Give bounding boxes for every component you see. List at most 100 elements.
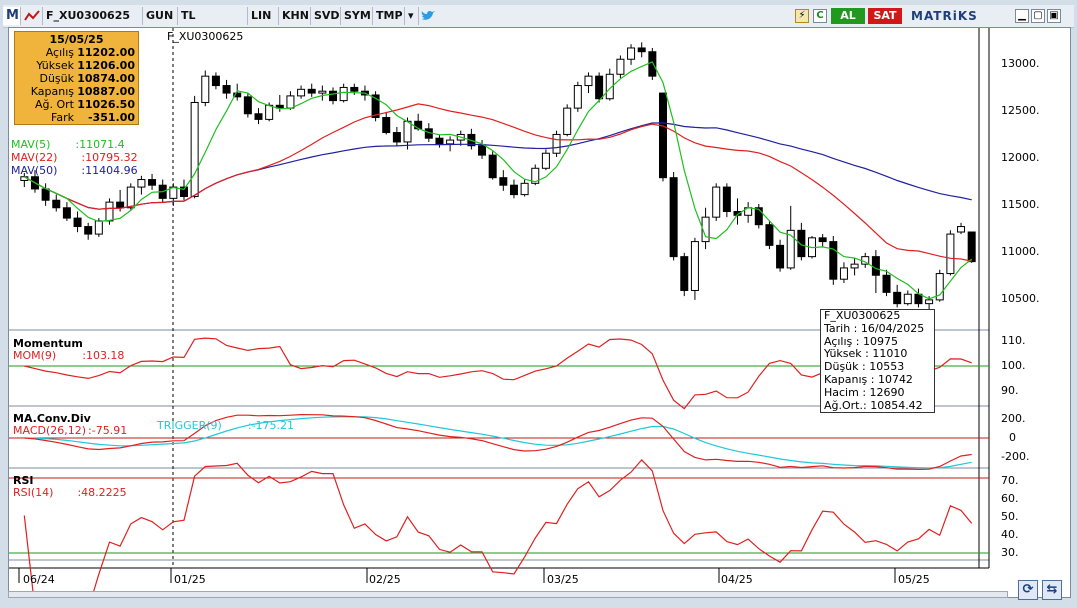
candle-body — [595, 75, 604, 100]
candle-body — [116, 201, 125, 209]
candle-body — [669, 177, 678, 258]
tooltip-line: Tarih : 16/04/2025 — [824, 321, 925, 335]
candle-body — [201, 75, 210, 103]
candle-body — [765, 224, 774, 246]
momentum-value: :103.18 — [82, 349, 125, 362]
candle-body — [648, 51, 657, 77]
candle-body — [179, 186, 188, 197]
dropdown-arrow-icon[interactable]: ▾ — [405, 7, 419, 25]
rsi-value: :48.2225 — [77, 486, 127, 499]
candle-body — [957, 226, 966, 233]
candle-body — [531, 167, 540, 184]
macd-value: :-75.91 — [88, 424, 128, 437]
refresh-icon[interactable]: ⟳ — [1018, 580, 1038, 600]
candle-body — [499, 177, 508, 186]
candle-body — [478, 145, 487, 156]
tooltip-line: Açılış : 10975 — [824, 334, 898, 348]
candle-body — [137, 179, 146, 188]
price-tick: 13000. — [1001, 57, 1040, 70]
info-value: -351.00 — [87, 111, 135, 124]
candle-body — [403, 120, 412, 143]
trigger-value: :-175.21 — [247, 419, 295, 432]
candle-body — [754, 207, 763, 226]
trigger-line — [24, 416, 972, 469]
candle-body — [786, 229, 795, 269]
candle-body — [882, 274, 891, 293]
date-tick: 02/25 — [369, 573, 401, 586]
twitter-icon[interactable] — [419, 7, 437, 25]
price-tick: 10500. — [1001, 292, 1040, 305]
candle-body — [967, 231, 976, 263]
sell-button[interactable]: SAT — [868, 8, 902, 24]
date-tick: 04/25 — [721, 573, 753, 586]
momentum-line — [24, 337, 972, 410]
momentum-title: Momentum — [13, 337, 83, 350]
candle-body — [392, 132, 401, 143]
svd-button[interactable]: SVD — [311, 7, 341, 25]
date-tick: 06/24 — [23, 573, 55, 586]
candle-body — [41, 188, 50, 201]
period-button[interactable]: GUN — [143, 7, 178, 25]
rsi-tick: 70. — [1001, 474, 1019, 487]
candle-body — [94, 220, 103, 235]
date-tick: 03/25 — [547, 573, 579, 586]
tmp-button[interactable]: TMP — [373, 7, 405, 25]
rsi-name: RSI(14) — [13, 486, 54, 499]
symbol-button[interactable]: F_XU0300625 — [43, 7, 143, 25]
candle-body — [893, 291, 902, 305]
rsi-tick: 40. — [1001, 528, 1019, 541]
sym-button[interactable]: SYM — [341, 7, 373, 25]
khn-button[interactable]: KHN — [279, 7, 311, 25]
ohlc-info-box: 15/05/25 Açılış 11202.00 Yüksek 11206.00 D… — [14, 31, 139, 125]
price-tick: 11500. — [1001, 198, 1040, 211]
candle-body — [935, 273, 944, 301]
c-button[interactable]: C — [813, 9, 827, 23]
lin-button[interactable]: LIN — [248, 7, 279, 25]
candle-body — [435, 137, 444, 145]
info-date: 15/05/25 — [49, 33, 104, 46]
momentum-label: MOM(9) :103.18 — [13, 349, 124, 362]
rsi-title: RSI — [13, 474, 34, 487]
maximize-icon[interactable]: ▣ — [1047, 9, 1061, 23]
minimize-icon[interactable]: ▁ — [1015, 9, 1029, 23]
restore-icon[interactable]: ▢ — [1031, 9, 1045, 23]
momentum-name: MOM(9) — [13, 349, 57, 362]
candle-body — [829, 241, 838, 280]
rsi-tick: 30. — [1001, 546, 1019, 559]
mav5-value: :11071.4 — [75, 138, 125, 151]
candle-body — [797, 229, 806, 258]
candle-body — [254, 113, 263, 120]
candle-body — [52, 199, 61, 209]
time-scrollbar[interactable] — [8, 591, 1008, 598]
candle-body — [584, 75, 593, 87]
tooltip-line: Kapanış : 10742 — [824, 372, 913, 386]
candle-body — [126, 186, 135, 209]
date-tick: 05/25 — [898, 573, 930, 586]
macd-tick: 200. — [1001, 412, 1026, 425]
info-label: Açılış — [45, 46, 74, 59]
tooltip-line: Ağ.Ort.: 10854.42 — [824, 398, 923, 412]
info-label: Ağ. Ort — [35, 98, 74, 111]
candle-body — [563, 107, 572, 135]
candle-body — [637, 47, 646, 53]
macd-tick: -200. — [1001, 450, 1030, 463]
candle-body — [520, 182, 529, 196]
macd-label: MACD(26,12):-75.91 — [13, 424, 127, 437]
candle-body — [722, 186, 731, 213]
tooltip-line: Hacim : 12690 — [824, 385, 905, 399]
candle-body — [488, 154, 497, 179]
price-tick: 12000. — [1001, 151, 1040, 164]
scroll-icon[interactable]: ⇆ — [1042, 580, 1062, 600]
macd-tick: 0 — [1009, 431, 1016, 444]
lightning-icon[interactable]: ⚡ — [795, 9, 809, 23]
chart-type-icon[interactable] — [21, 7, 43, 25]
candle-body — [776, 244, 785, 269]
mav5-name: MAV(5) — [11, 138, 51, 151]
candle-body — [148, 179, 157, 186]
currency-button[interactable]: TL — [178, 7, 248, 25]
candle-body — [286, 95, 295, 109]
macd-name: MACD(26,12) — [13, 424, 87, 437]
chart-title: F_XU0300625 — [167, 30, 244, 43]
candle-body — [243, 96, 252, 115]
buy-button[interactable]: AL — [831, 8, 865, 24]
